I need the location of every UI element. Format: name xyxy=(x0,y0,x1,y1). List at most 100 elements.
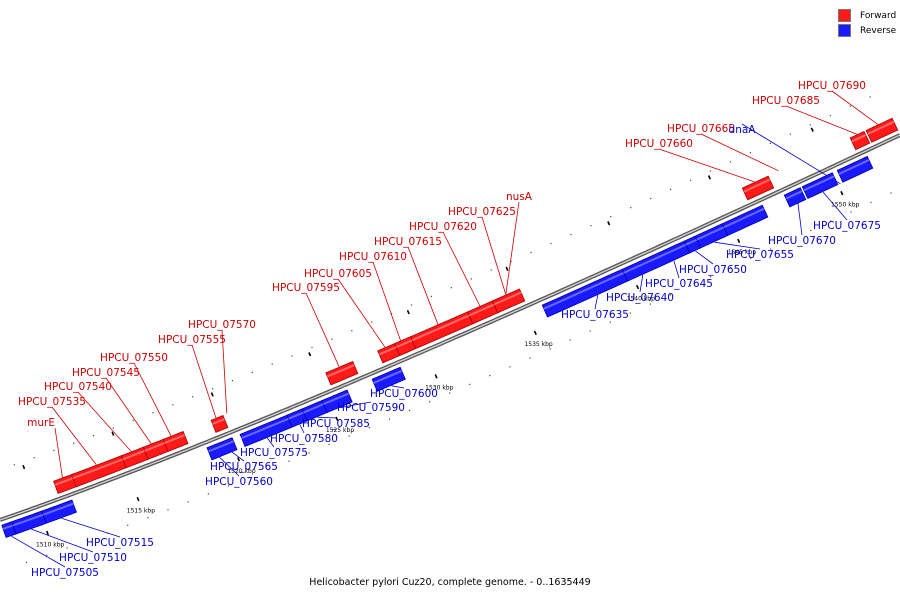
reverse-gene[interactable] xyxy=(371,366,406,392)
forward-gene[interactable] xyxy=(865,117,899,143)
scale-dot xyxy=(328,443,330,446)
forward-gene-shine xyxy=(164,434,185,444)
reverse-hpcu-07645-label[interactable]: HPCU_07645 xyxy=(645,278,713,290)
reverse-gene-shine xyxy=(323,392,350,406)
reverse-hpcu-07580-label[interactable]: HPCU_07580 xyxy=(270,433,338,445)
scale-tick-mark xyxy=(707,175,712,180)
forward-hpcu-07665-leader xyxy=(700,133,779,172)
reverse-hpcu-07560-label[interactable]: HPCU_07560 xyxy=(205,476,273,488)
forward-hpcu-07540-label[interactable]: HPCU_07540 xyxy=(44,381,112,393)
reverse-hpcu-07675-label[interactable]: HPCU_07675 xyxy=(813,220,881,232)
reverse-hpcu-07565-leader xyxy=(231,451,245,462)
scale-dot xyxy=(172,404,174,406)
scale-dot xyxy=(33,457,35,459)
reverse-hpcu-07590-label[interactable]: HPCU_07590 xyxy=(337,402,405,414)
forward-hpcu-07535-label[interactable]: HPCU_07535 xyxy=(18,396,86,408)
scale-tick-label: 1520 kbp xyxy=(227,468,255,475)
scale-dot xyxy=(589,330,591,332)
reverse-hpcu-07575-label[interactable]: HPCU_07575 xyxy=(240,447,308,459)
scale-dot xyxy=(410,304,413,306)
reverse-hpcu-07635-label[interactable]: HPCU_07635 xyxy=(561,309,629,321)
reverse-gene-shine xyxy=(803,175,835,192)
forward-hpcu-07555-label[interactable]: HPCU_07555 xyxy=(158,334,226,346)
reverse-hpcu-07655-label[interactable]: HPCU_07655 xyxy=(726,249,794,261)
scale-tick-label: 1545 kbp xyxy=(728,249,756,256)
forward-hpcu-07625-label[interactable]: HPCU_07625 xyxy=(448,206,516,218)
scale-dot xyxy=(92,435,95,437)
reverse-gene[interactable] xyxy=(721,204,769,237)
forward-hpcu-07535-leader xyxy=(51,406,97,466)
reverse-hpcu-07565-label[interactable]: HPCU_07565 xyxy=(210,461,278,473)
scale-dot xyxy=(251,371,253,374)
forward-gene[interactable] xyxy=(741,175,775,201)
forward-hpcu-07595-leader xyxy=(305,292,340,367)
reverse-hpcu-07650-label[interactable]: HPCU_07650 xyxy=(679,264,747,276)
reverse-gene-shine xyxy=(12,513,44,527)
reverse-gene[interactable] xyxy=(836,155,874,183)
forward-gene[interactable] xyxy=(849,130,871,151)
reverse-hpcu-07585-label[interactable]: HPCU_07585 xyxy=(302,418,370,430)
reverse-hpcu-07515-label[interactable]: HPCU_07515 xyxy=(86,537,154,549)
reverse-gene-shine xyxy=(723,207,765,229)
reverse-gene-shine xyxy=(685,238,698,246)
scale-dot xyxy=(227,485,230,487)
forward-hpcu-07660-label[interactable]: HPCU_07660 xyxy=(625,138,693,150)
forward-gene[interactable] xyxy=(325,360,359,386)
reverse-gene[interactable] xyxy=(41,499,77,524)
gene-features[interactable] xyxy=(1,117,899,539)
forward-gene[interactable] xyxy=(491,288,526,314)
reverse-hpcu-07510-label[interactable]: HPCU_07510 xyxy=(59,552,127,564)
forward-nusa-label[interactable]: nusA xyxy=(506,191,533,203)
reverse-hpcu-07670-label[interactable]: HPCU_07670 xyxy=(768,235,836,247)
gene-labels[interactable]: murE HPCU_07535 HPCU_07540 HPCU_07545 HPCU_0… xyxy=(18,80,881,579)
scale-tick-mark xyxy=(22,464,26,470)
forward-hpcu-07570-label[interactable]: HPCU_07570 xyxy=(188,319,256,331)
scale-dot xyxy=(391,313,393,315)
scale-tick-mark xyxy=(607,221,611,226)
forward-hpcu-07610-label[interactable]: HPCU_07610 xyxy=(339,251,407,263)
scale-dot xyxy=(408,409,411,411)
scale-dot xyxy=(429,401,431,403)
forward-hpcu-07610-leader xyxy=(372,261,401,341)
forward-hpcu-07595-label[interactable]: HPCU_07595 xyxy=(272,282,340,294)
forward-hpcu-07620-label[interactable]: HPCU_07620 xyxy=(409,221,477,233)
forward-hpcu-07665-label[interactable]: HPCU_07665 xyxy=(667,123,735,135)
reverse-hpcu-07505-label[interactable]: HPCU_07505 xyxy=(31,567,99,579)
forward-hpcu-07690-label[interactable]: HPCU_07690 xyxy=(798,80,866,92)
forward-hpcu-07685-leader xyxy=(785,105,858,135)
reverse-gene[interactable] xyxy=(206,437,238,461)
reverse-hpcu-07600-leader xyxy=(391,385,405,389)
forward-hpcu-07545-label[interactable]: HPCU_07545 xyxy=(72,367,140,379)
forward-hpcu-07625-leader xyxy=(481,216,507,295)
legend-forward: Forward xyxy=(838,8,896,23)
reverse-gene-shine xyxy=(241,417,289,440)
forward-hpcu-07615-label[interactable]: HPCU_07615 xyxy=(374,236,442,248)
reverse-hpcu-07580-leader xyxy=(299,424,305,434)
scale-dot xyxy=(849,105,851,107)
scale-dot xyxy=(709,170,712,172)
forward-gene-shine xyxy=(867,120,895,135)
forward-swatch xyxy=(838,9,851,22)
scale-dot xyxy=(570,234,572,236)
forward-gene[interactable] xyxy=(210,414,229,433)
reverse-gene[interactable] xyxy=(783,187,807,208)
forward-mure-label[interactable]: murE xyxy=(27,417,55,429)
reverse-hpcu-07600-label[interactable]: HPCU_07600 xyxy=(370,388,438,400)
reverse-hpcu-07590-leader xyxy=(339,401,372,409)
label-leaders xyxy=(11,90,879,568)
scale-dot xyxy=(348,435,350,437)
forward-hpcu-07690-leader xyxy=(831,90,879,125)
forward-hpcu-07550-label[interactable]: HPCU_07550 xyxy=(100,352,168,364)
scale-dot xyxy=(770,248,772,250)
scale-dot xyxy=(729,161,732,163)
forward-hpcu-07605-label[interactable]: HPCU_07605 xyxy=(304,268,372,280)
reverse-gene[interactable] xyxy=(801,172,839,200)
forward-hpcu-07685-label[interactable]: HPCU_07685 xyxy=(752,95,820,107)
scale-dot xyxy=(53,449,55,452)
scale-dot xyxy=(870,201,872,204)
reverse-hpcu-07640-label[interactable]: HPCU_07640 xyxy=(606,292,674,304)
forward-gene[interactable] xyxy=(162,430,189,453)
reverse-gene[interactable] xyxy=(321,389,353,414)
reverse-dnaa-label[interactable]: dnaA xyxy=(729,124,757,136)
forward-hpcu-07605-leader xyxy=(337,278,386,348)
